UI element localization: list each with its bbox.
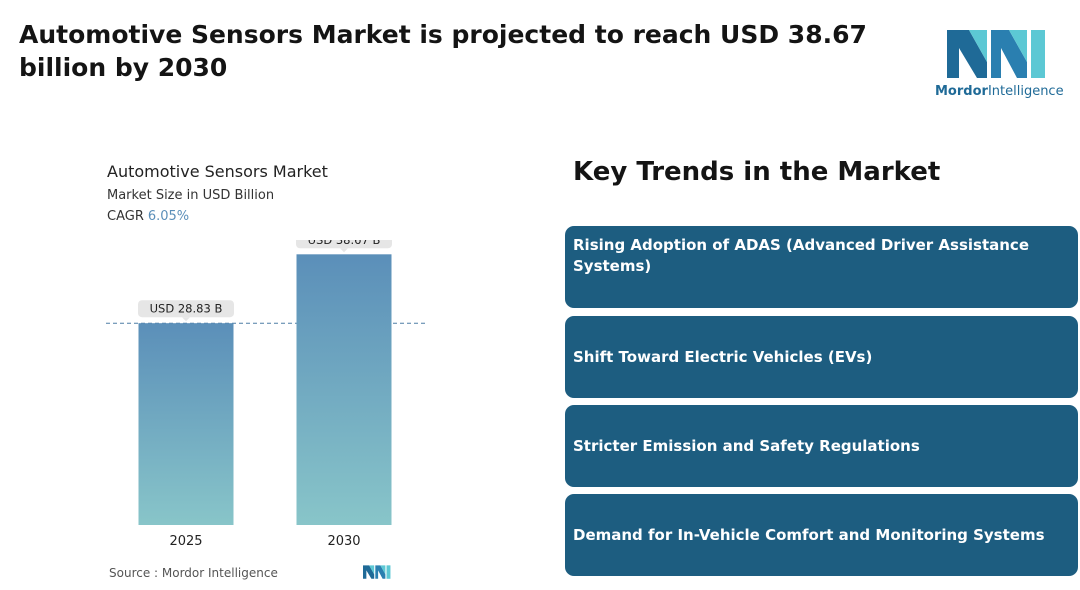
x-tick-label: 2030 <box>327 534 360 549</box>
chart-cagr: CAGR 6.05% <box>107 209 189 224</box>
trend-card-adas: Rising Adoption of ADAS (Advanced Driver… <box>565 226 1078 308</box>
cagr-value: 6.05% <box>147 209 190 224</box>
key-trends-title: Key Trends in the Market <box>573 157 941 187</box>
chart-source: Source : Mordor Intelligence <box>109 566 278 580</box>
logo-wordmark: MordorIntelligence <box>935 84 1064 99</box>
mordor-logo-mark-icon <box>947 30 1045 78</box>
bar-chart: USD 28.83 B 2025 USD 38.67 B 2030 <box>106 240 426 549</box>
value-label-bg <box>296 240 392 249</box>
mordor-intelligence-logo: MordorIntelligence <box>935 26 1064 106</box>
trend-card-regulations: Stricter Emission and Safety Regulations <box>565 405 1078 487</box>
source-logo-icon <box>363 565 391 579</box>
trend-card-comfort: Demand for In-Vehicle Comfort and Monito… <box>565 494 1078 576</box>
x-tick-label: 2025 <box>169 534 202 549</box>
value-label-pointer <box>340 248 348 253</box>
value-label: USD 28.83 B <box>150 302 223 316</box>
value-label-pointer <box>182 317 190 322</box>
bar-2025 <box>138 323 234 525</box>
bar-2030 <box>296 254 392 525</box>
chart-title: Automotive Sensors Market <box>107 162 328 181</box>
cagr-label: CAGR <box>107 209 144 224</box>
value-label: USD 38.67 B <box>308 240 381 247</box>
value-label-bg <box>138 300 234 318</box>
page-headline: Automotive Sensors Market is projected t… <box>19 20 867 82</box>
trend-card-ev: Shift Toward Electric Vehicles (EVs) <box>565 316 1078 398</box>
chart-subtitle: Market Size in USD Billion <box>107 188 275 203</box>
